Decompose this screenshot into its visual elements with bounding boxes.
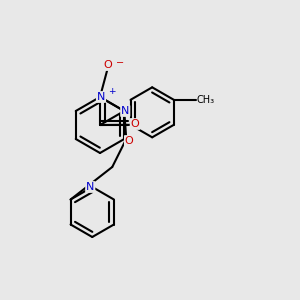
Text: +: + [108, 86, 116, 95]
Text: −: − [116, 58, 124, 68]
Text: N: N [97, 92, 105, 102]
Text: N: N [86, 182, 94, 192]
Text: O: O [103, 60, 112, 70]
Text: O: O [125, 136, 134, 146]
Text: CH₃: CH₃ [197, 95, 215, 105]
Text: O: O [130, 119, 140, 129]
Text: N: N [121, 106, 129, 116]
